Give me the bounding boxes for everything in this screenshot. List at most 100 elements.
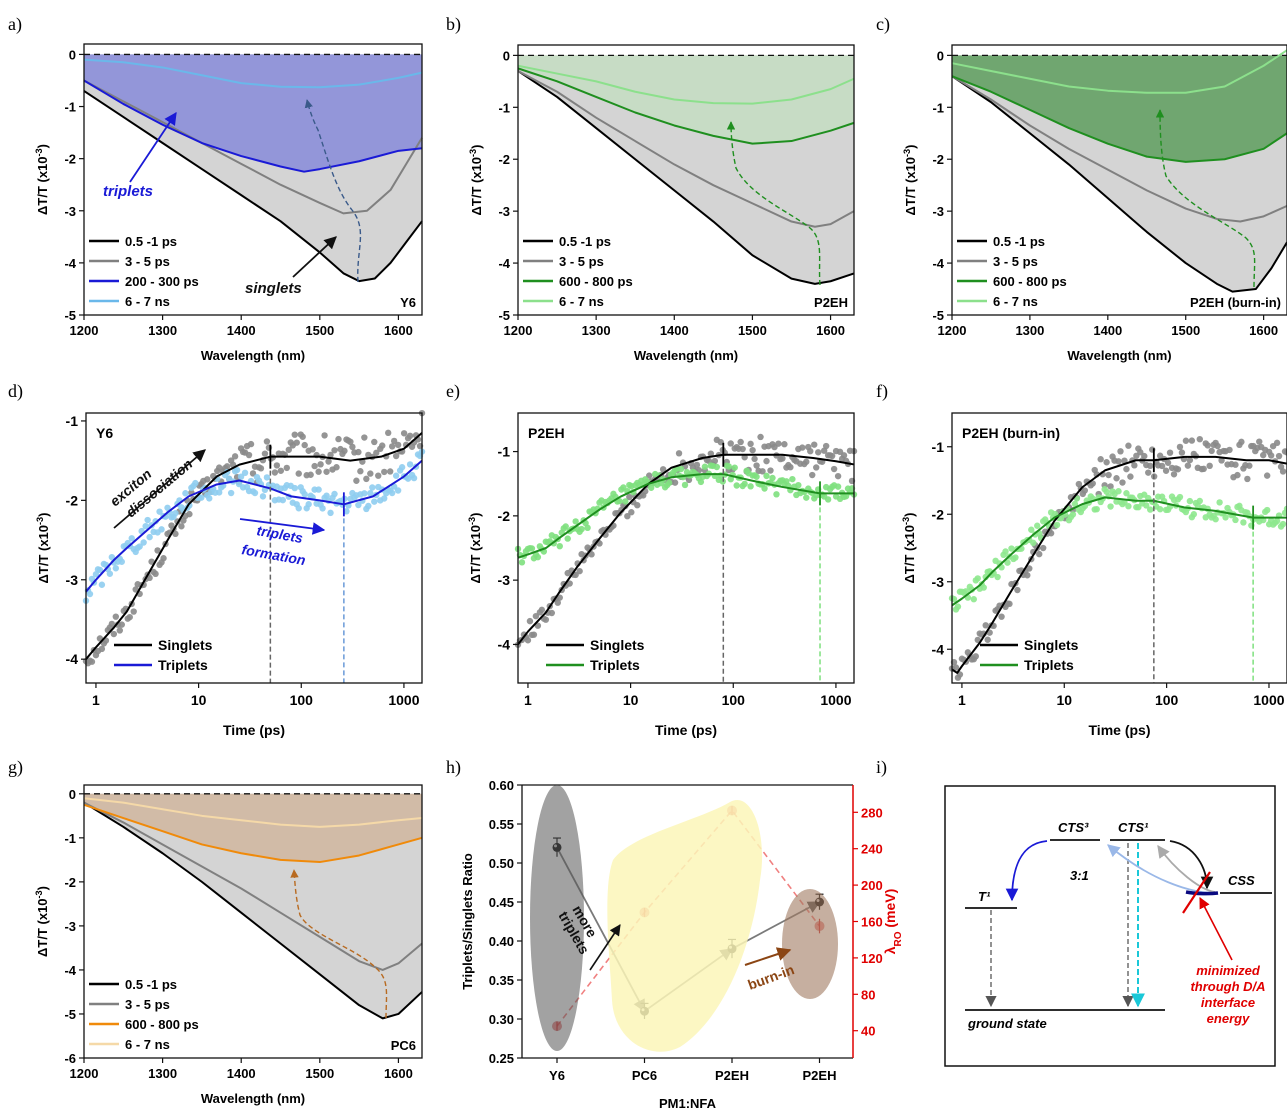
x-tick-label: 1000 [820, 692, 851, 708]
data-point [1164, 459, 1172, 466]
x-tick-label: 10 [1056, 692, 1072, 708]
x-tick-label: 1 [958, 692, 966, 708]
data-point [325, 458, 332, 465]
series-line [83, 79, 423, 215]
plot-frame [85, 412, 423, 684]
panel-h-blobs [530, 785, 838, 1052]
data-point [761, 485, 768, 492]
data-point [1226, 446, 1233, 454]
data-point [172, 530, 179, 538]
legend-entry: 6 - 7 ns [993, 294, 1038, 309]
data-point [822, 442, 830, 450]
y-tick-label: -4 [932, 641, 945, 657]
t1-label: T¹ [978, 889, 991, 904]
panel-label-e: e) [446, 381, 460, 402]
legend-entry: 6 - 7 ns [125, 1037, 170, 1052]
data-point [1097, 456, 1104, 463]
legend-entry: 0.5 -1 ps [993, 234, 1045, 249]
y-tick-label: -2 [66, 492, 79, 508]
legend-entry: 200 - 300 ps [125, 274, 199, 289]
data-point [578, 525, 585, 533]
category-label: PC6 [632, 1068, 657, 1083]
data-point [152, 518, 159, 525]
sample-label: P2EH [814, 295, 848, 310]
data-point [333, 464, 340, 471]
data-point [142, 522, 149, 530]
plot-frame [83, 43, 423, 316]
data-point [803, 494, 810, 501]
data-point [1141, 452, 1148, 460]
data-point [158, 526, 165, 533]
data-point [178, 523, 185, 530]
data-point [781, 441, 788, 448]
y-tick-label: 0.60 [489, 778, 514, 793]
category-label: P2EH [715, 1068, 749, 1083]
data-point [727, 440, 734, 447]
data-point [779, 455, 786, 462]
y-tick-label: -6 [64, 1051, 76, 1066]
data-point [311, 462, 318, 470]
data-point [813, 464, 820, 471]
data-point [231, 453, 239, 460]
y-tick-label: 0.50 [489, 856, 514, 871]
data-point [118, 558, 125, 565]
legend-entry: Triplets [590, 657, 640, 673]
data-point [136, 543, 143, 550]
y-tick-label: 0 [937, 48, 944, 63]
y-tick-label: -1 [932, 439, 945, 455]
data-point [1283, 505, 1287, 512]
css-to-cts1-arrow [1157, 844, 1216, 893]
data-point [1089, 480, 1096, 487]
data-point [1166, 449, 1174, 456]
data-point [148, 558, 155, 565]
series-line [951, 75, 1287, 163]
data-point [1135, 504, 1142, 511]
data-point [622, 498, 629, 505]
data-point [223, 463, 231, 470]
data-point [1024, 572, 1031, 579]
data-point [1028, 526, 1035, 533]
y-axis-label: ΔT/T (x10-3) [901, 513, 917, 584]
data-point [665, 479, 673, 487]
data-point [773, 491, 780, 498]
data-point [1273, 439, 1281, 447]
data-point [1232, 516, 1239, 524]
y2-tick-label: 40 [861, 1024, 875, 1039]
css-label: CSS [1228, 873, 1255, 888]
legend-entry: 0.5 -1 ps [559, 234, 611, 249]
data-point [1188, 437, 1196, 444]
data-point [1014, 586, 1021, 594]
data-point [584, 524, 591, 532]
x-tick-label: 1500 [305, 1066, 334, 1081]
shift-arrow-c [1155, 109, 1256, 288]
data-point [1190, 511, 1198, 518]
data-point [291, 484, 298, 492]
data-point [795, 481, 802, 489]
data-point [406, 461, 414, 468]
data-point [1170, 471, 1178, 478]
data-point [277, 467, 285, 474]
data-point [373, 449, 380, 457]
data-point [361, 434, 368, 441]
note-line-2: through D/A [1190, 979, 1265, 994]
plot-frame [517, 44, 855, 316]
data-point [1212, 516, 1219, 523]
y2-tick-label: 240 [861, 842, 883, 857]
data-point [1125, 503, 1132, 510]
data-point [400, 430, 408, 437]
x-tick-label: 1500 [1171, 323, 1200, 338]
x-tick-label: 1 [92, 692, 100, 708]
x-axis-label: Wavelength (nm) [201, 348, 305, 363]
data-point [216, 489, 223, 496]
series-line [83, 801, 423, 971]
data-point [1115, 488, 1122, 495]
data-point [245, 451, 253, 459]
data-point [1267, 452, 1275, 459]
series-line [951, 49, 1287, 94]
data-point [534, 553, 542, 561]
x-axis-label: Time (ps) [655, 722, 717, 738]
y-tick-label: -2 [498, 508, 511, 524]
data-point [1039, 544, 1047, 552]
data-point [572, 518, 579, 525]
